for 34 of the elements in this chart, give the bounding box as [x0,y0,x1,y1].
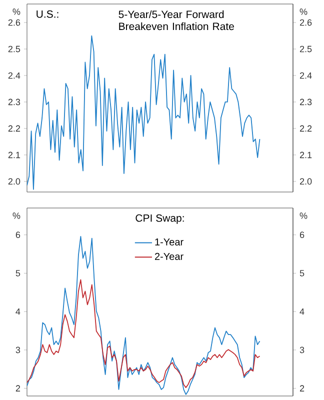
y2-tick-label: 5 [300,270,304,276]
y2-tick-label: 2.2 [300,125,312,132]
y2-axis-title: % [300,8,308,15]
y-tick-label: 2.5 [8,46,20,52]
y2-tick-label: 3 [300,346,304,354]
y2-axis-title: % [300,212,308,219]
line-series [27,279,260,388]
y2-tick-label: 2.6 [300,19,312,26]
y-axis-title: % [12,212,20,219]
y-tick-label: 2.6 [8,19,20,26]
y2-tick-label: 4 [300,308,304,315]
y-tick-label: 2.2 [8,125,20,132]
y-tick-label: 2.1 [8,152,20,158]
y-tick-label: 6 [16,232,20,238]
legend-label: 2-Year [154,252,184,260]
legend-label: 1-Year [155,238,184,246]
y-tick-label: 2.3 [8,98,20,106]
y2-tick-label: 2.3 [300,98,312,106]
y2-tick-label: 2 [300,385,304,392]
y-tick-label: 2.4 [8,72,20,79]
y-tick-label: 3 [16,346,20,354]
y-tick-label: 2 [16,385,20,392]
y-tick-label: 5 [16,270,20,276]
y-tick-label: 4 [16,308,20,315]
y-axis-title: % [12,8,20,15]
annotation: U.S.: [36,10,58,18]
text: CPI Swap: [136,214,184,224]
y2-tick-label: 2.5 [300,46,312,52]
y2-tick-label: 2.0 [300,178,312,185]
text: 5-Year/5-Year Forward Breakeven Inflation Rate [118,10,234,30]
y2-tick-label: 6 [300,232,304,238]
y-tick-label: 2.0 [8,178,20,185]
y2-tick-label: 2.4 [300,72,312,79]
y2-tick-label: 2.1 [300,152,312,158]
